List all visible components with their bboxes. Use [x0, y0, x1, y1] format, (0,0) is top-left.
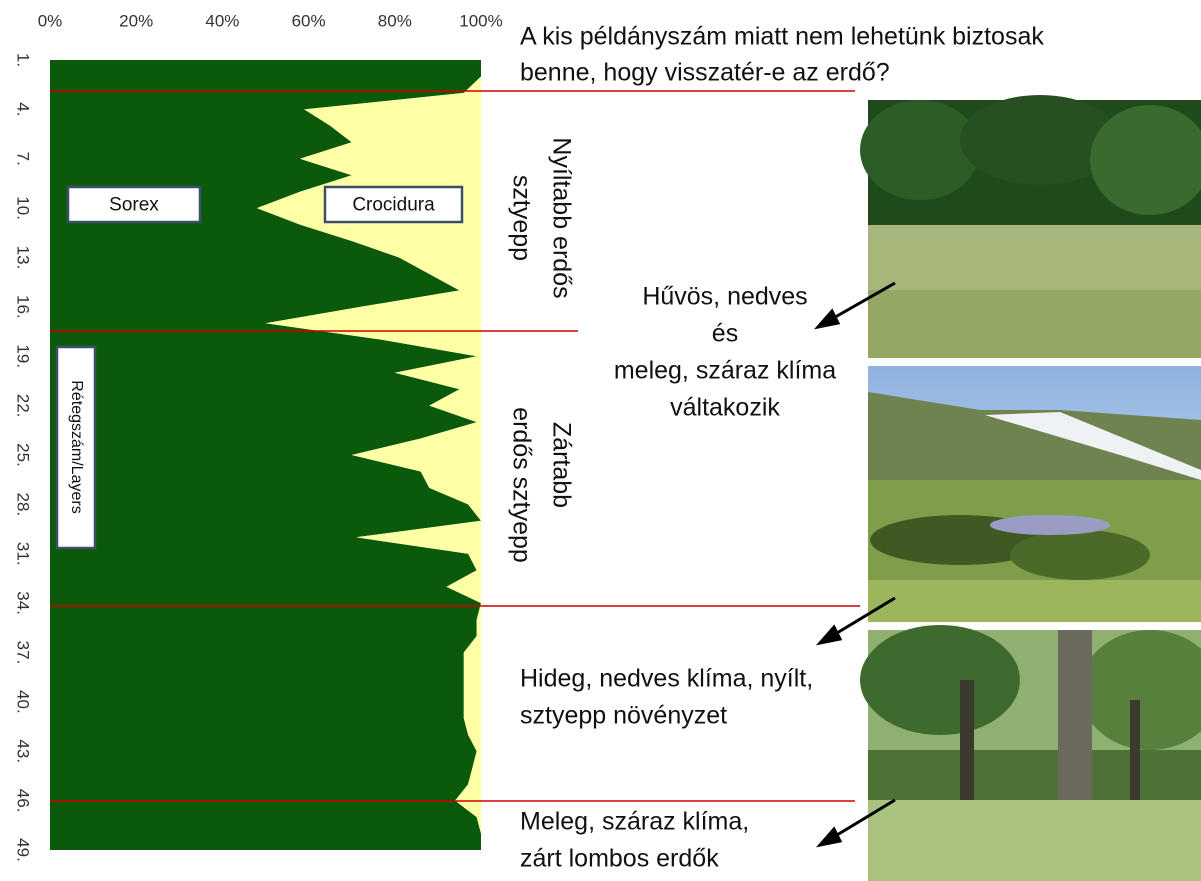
annotation-text: erdős sztyepp — [507, 407, 535, 563]
annotation-text: sztyepp — [507, 175, 535, 261]
legend-label: Crocidura — [352, 195, 435, 216]
y-tick-label: 7. — [14, 152, 33, 166]
arrows — [813, 281, 896, 848]
legend-label: Sorex — [109, 195, 159, 216]
photo-oak-forest — [860, 625, 1201, 881]
annotation-text: zárt lombos erdők — [520, 845, 719, 873]
annotation-text: meleg, száraz klíma — [614, 357, 836, 385]
y-tick-label: 34. — [14, 591, 33, 615]
legend-box — [66, 185, 202, 224]
y-tick-label: 25. — [14, 443, 33, 467]
y-tick-label: 13. — [14, 246, 33, 270]
annotation-text: Meleg, száraz klíma, — [520, 808, 749, 836]
x-tick-label: 100% — [459, 11, 502, 30]
y-tick-label: 37. — [14, 641, 33, 665]
y-tick-label: 16. — [14, 295, 33, 319]
y-tick-label: 19. — [14, 344, 33, 368]
annotation-text: Nyíltabb erdős — [547, 137, 575, 298]
photo-forest-edge — [860, 95, 1201, 358]
x-tick-label: 40% — [205, 11, 239, 30]
y-tick-label: 40. — [14, 690, 33, 714]
annotations: A kis példányszám miatt nem lehetünk biz… — [507, 23, 1044, 873]
legend-box — [323, 185, 464, 224]
chart: 0% 20% 40% 60% 80% 100% 1. 4. 7. 10. 13. 16. 19. 22. 2… — [14, 11, 503, 861]
x-tick-label: 80% — [378, 11, 412, 30]
y-tick-label: 10. — [14, 196, 33, 220]
y-tick-label: 43. — [14, 739, 33, 763]
y-axis-label: Rétegszám/Layers — [68, 380, 85, 513]
annotation-text: Hűvös, nedves — [642, 283, 807, 311]
x-tick-label: 20% — [119, 11, 153, 30]
y-tick-label: 49. — [14, 838, 33, 862]
annotation-text: sztyepp növényzet — [520, 702, 727, 730]
y-tick-label: 22. — [14, 394, 33, 418]
area-crocidura — [256, 60, 481, 850]
annotation-text: váltakozik — [670, 394, 780, 422]
area-sorex — [50, 60, 481, 850]
y-tick-label: 31. — [14, 542, 33, 566]
layer-boundaries — [50, 90, 860, 802]
y-tick-label: 4. — [14, 102, 33, 116]
annotation-text: és — [712, 320, 738, 348]
annotation-text: benne, hogy visszatér-e az erdő? — [520, 59, 890, 87]
photo-mountain-meadow — [868, 366, 1201, 622]
annotation-text: A kis példányszám miatt nem lehetünk biz… — [520, 23, 1044, 51]
y-axis-label-box — [55, 345, 97, 550]
x-tick-label: 60% — [292, 11, 326, 30]
annotation-text: Zártabb — [547, 422, 575, 508]
y-tick-label: 46. — [14, 789, 33, 813]
y-tick-label: 28. — [14, 493, 33, 517]
y-tick-label: 1. — [14, 53, 33, 67]
x-tick-label: 0% — [38, 11, 63, 30]
annotation-text: Hideg, nedves klíma, nyílt, — [520, 665, 813, 693]
